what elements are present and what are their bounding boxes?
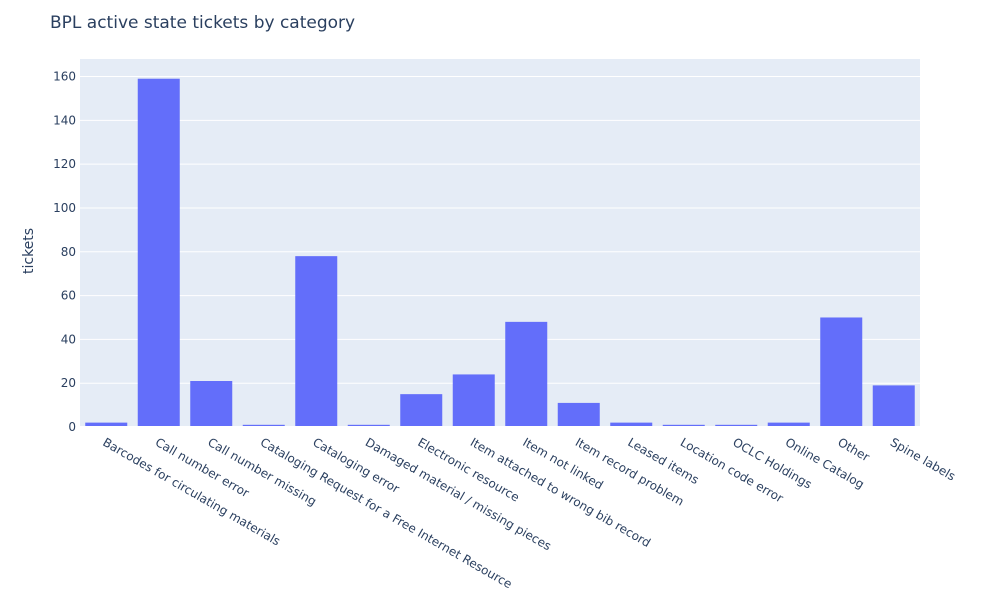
bar: [820, 317, 863, 427]
x-tick-label: Spine labels: [888, 435, 958, 483]
bar: [347, 424, 390, 427]
y-tick-label: 0: [68, 420, 76, 434]
bar: [85, 422, 128, 427]
x-tick-label: Damaged material / missing pieces: [363, 435, 554, 553]
bar: [242, 424, 285, 427]
y-tick-label: 140: [53, 113, 76, 127]
bar: [452, 374, 495, 427]
y-tick-label: 20: [61, 376, 76, 390]
y-tick-label: 100: [53, 201, 76, 215]
bar: [872, 385, 915, 427]
chart-title: BPL active state tickets by category: [50, 13, 356, 33]
bar: [400, 394, 443, 427]
y-tick-label: 60: [61, 289, 76, 303]
bar: [137, 78, 180, 427]
bar: [610, 422, 653, 427]
x-tick-label: Barcodes for circulating materials: [100, 435, 282, 548]
bar: [190, 381, 233, 427]
bar: [295, 256, 338, 427]
y-tick-label: 160: [53, 70, 76, 84]
x-tick-label: Other: [835, 435, 872, 464]
y-tick-label: 80: [61, 245, 76, 259]
bar: [557, 402, 600, 427]
y-tick-label: 120: [53, 157, 76, 171]
y-tick-label: 40: [61, 332, 76, 346]
plot-background: [80, 59, 920, 427]
bar: [715, 424, 758, 427]
bar: [767, 422, 810, 427]
bar: [662, 424, 705, 427]
bar: [505, 321, 548, 427]
